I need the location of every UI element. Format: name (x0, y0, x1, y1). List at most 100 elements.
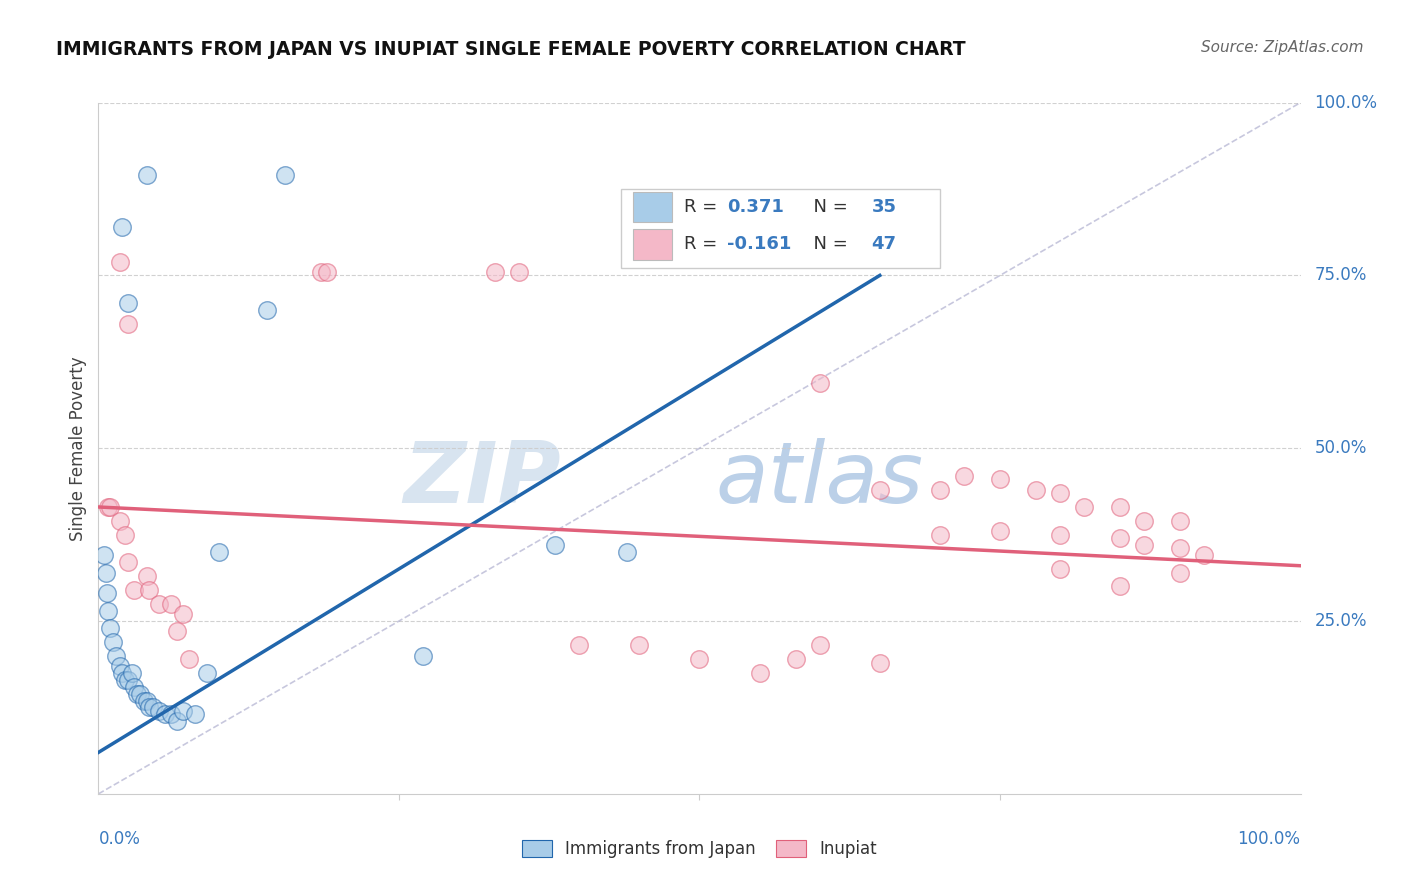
Point (108, 514, 131, 528)
Point (166, 624, 188, 639)
Text: Source: ZipAtlas.com: Source: ZipAtlas.com (1201, 40, 1364, 55)
Point (172, 607, 194, 621)
Point (97, 604, 120, 618)
Point (117, 555, 139, 569)
Point (132, 693, 155, 707)
Text: 0.371: 0.371 (727, 198, 785, 216)
Point (100, 500, 122, 514)
Point (93, 549, 115, 563)
Point (1170, 566, 1192, 580)
Point (808, 376, 831, 390)
Point (412, 648, 434, 663)
Point (159, 707, 181, 722)
Point (1025, 483, 1047, 497)
Text: atlas: atlas (716, 438, 924, 521)
Point (177, 652, 200, 666)
Point (785, 652, 807, 666)
Text: 75.0%: 75.0% (1315, 267, 1367, 285)
Point (135, 693, 157, 707)
Point (138, 700, 160, 714)
Text: 100.0%: 100.0% (1315, 94, 1378, 112)
Point (129, 687, 152, 701)
Point (1049, 527, 1071, 541)
Point (135, 569, 157, 583)
Point (111, 220, 134, 235)
Point (114, 673, 136, 687)
Point (315, 265, 337, 279)
Text: 50.0%: 50.0% (1315, 439, 1367, 458)
Point (869, 483, 891, 497)
Text: N =: N = (801, 198, 853, 216)
Point (928, 527, 950, 541)
Point (166, 714, 188, 729)
Point (125, 687, 148, 701)
Point (1170, 541, 1192, 556)
Point (1049, 486, 1071, 500)
Point (97, 500, 120, 514)
FancyBboxPatch shape (621, 189, 939, 268)
Point (138, 582, 160, 597)
Point (748, 665, 770, 680)
Point (1109, 500, 1132, 514)
Point (108, 254, 131, 268)
Point (1133, 538, 1156, 552)
Point (195, 665, 218, 680)
Point (114, 527, 136, 541)
Point (135, 168, 157, 182)
Text: ZIP: ZIP (404, 438, 561, 521)
Point (568, 638, 591, 652)
Point (108, 659, 131, 673)
Text: IMMIGRANTS FROM JAPAN VS INUPIAT SINGLE FEMALE POVERTY CORRELATION CHART: IMMIGRANTS FROM JAPAN VS INUPIAT SINGLE … (56, 40, 966, 59)
Point (616, 545, 638, 559)
Point (256, 303, 278, 318)
Point (1194, 549, 1216, 563)
Text: 100.0%: 100.0% (1237, 830, 1301, 848)
Text: -0.161: -0.161 (727, 235, 792, 253)
Point (117, 673, 139, 687)
Point (628, 638, 651, 652)
Text: R =: R = (683, 235, 723, 253)
Point (159, 597, 181, 611)
Point (869, 656, 891, 670)
Point (208, 545, 231, 559)
Point (544, 538, 567, 552)
FancyBboxPatch shape (633, 192, 672, 222)
Point (1133, 514, 1156, 528)
Point (183, 707, 205, 722)
Point (988, 524, 1011, 539)
Point (117, 317, 139, 331)
Point (153, 707, 176, 722)
Point (100, 621, 122, 635)
Point (1109, 580, 1132, 594)
Text: 47: 47 (872, 235, 897, 253)
Point (94, 566, 117, 580)
Text: 0.0%: 0.0% (98, 830, 141, 848)
Point (117, 296, 139, 310)
Point (121, 665, 143, 680)
Point (808, 638, 831, 652)
Point (111, 665, 134, 680)
Legend: Immigrants from Japan, Inupiat: Immigrants from Japan, Inupiat (516, 833, 883, 865)
Point (688, 652, 710, 666)
Point (148, 704, 170, 718)
Text: 35: 35 (872, 198, 897, 216)
Point (1073, 500, 1095, 514)
FancyBboxPatch shape (633, 229, 672, 260)
Point (1109, 531, 1132, 545)
Point (105, 648, 128, 663)
Point (148, 597, 170, 611)
Point (988, 472, 1011, 486)
Point (96, 586, 118, 600)
Text: 25.0%: 25.0% (1315, 612, 1367, 630)
Point (1049, 562, 1071, 576)
Point (101, 635, 124, 649)
Point (124, 680, 146, 694)
Point (172, 704, 194, 718)
Point (928, 483, 950, 497)
Point (953, 469, 976, 483)
Text: R =: R = (683, 198, 723, 216)
Point (124, 582, 146, 597)
Point (274, 168, 297, 182)
Text: N =: N = (801, 235, 853, 253)
Point (141, 700, 163, 714)
